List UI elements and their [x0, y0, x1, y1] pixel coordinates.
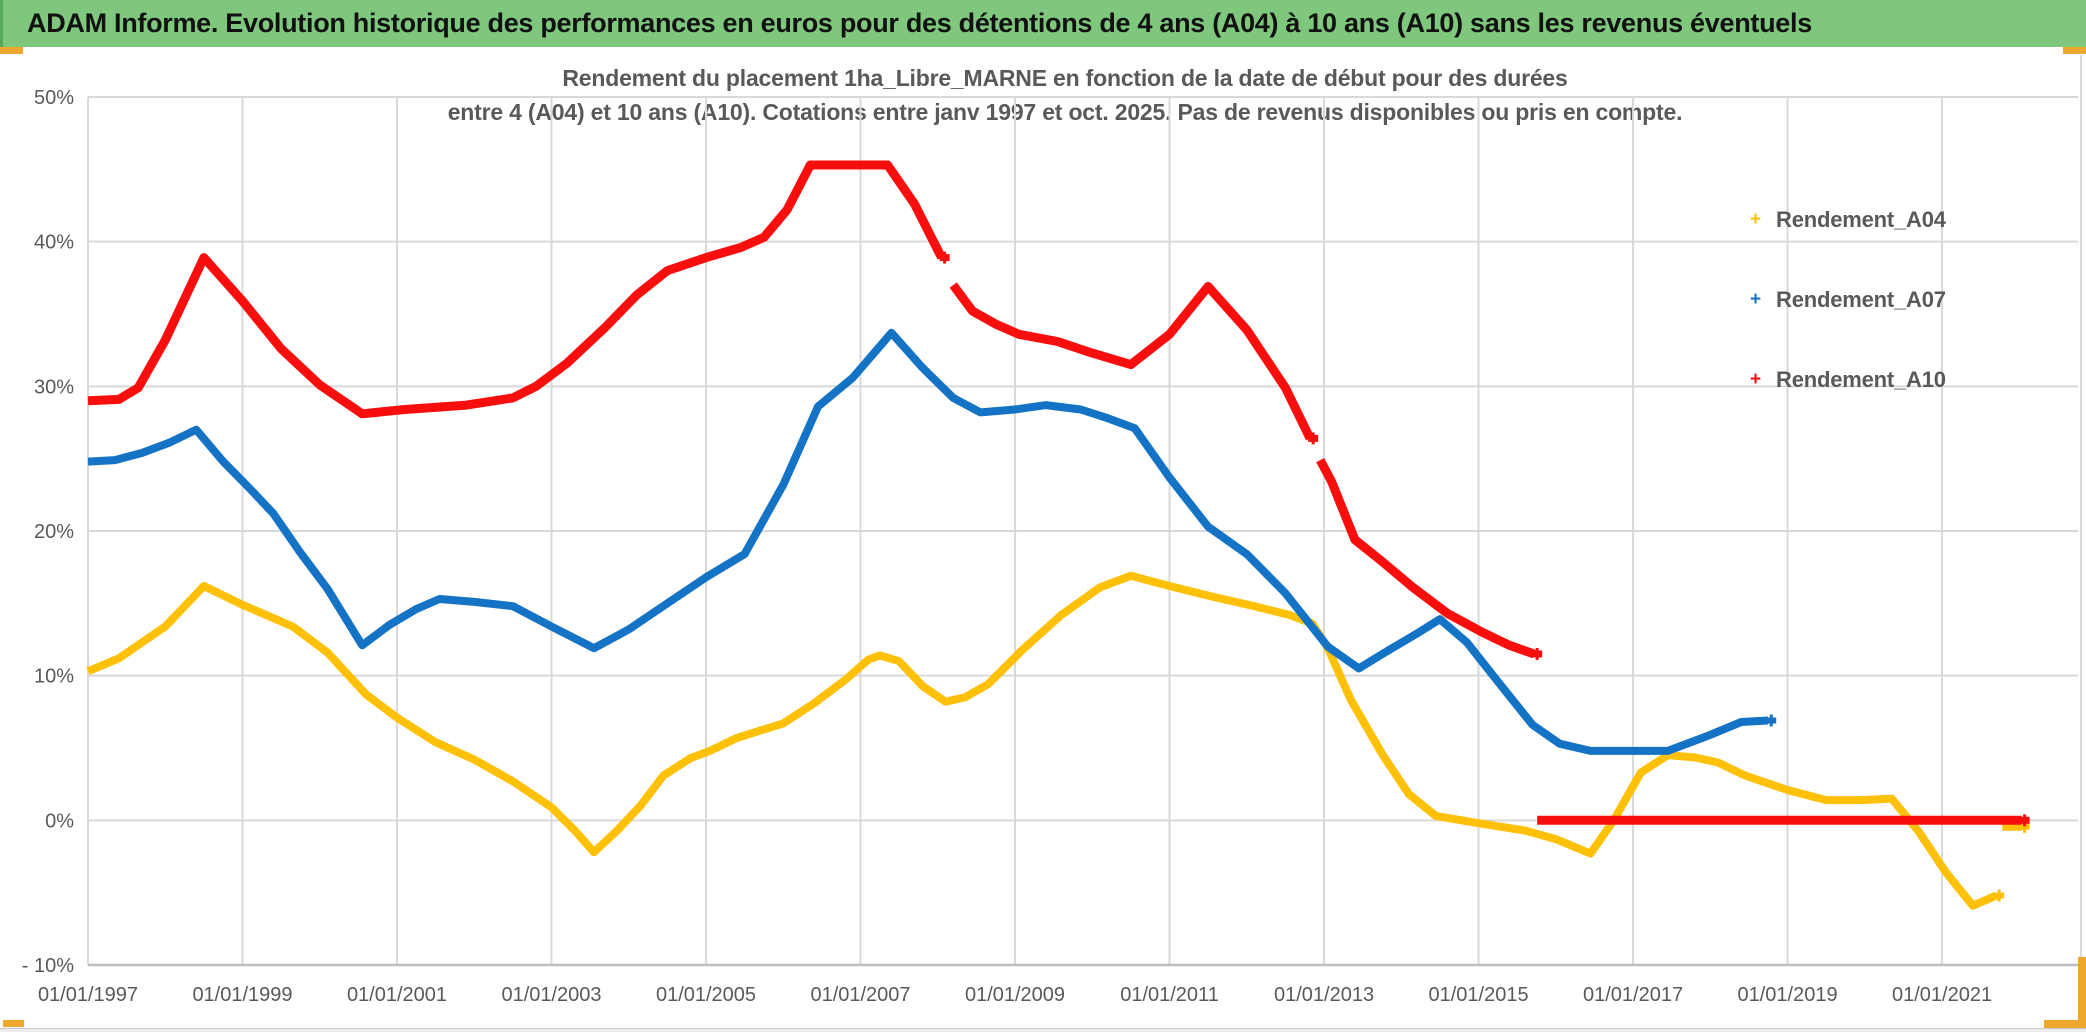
header-band: ADAM Informe. Evolution historique des p…	[0, 0, 2086, 47]
x-axis-tick-label: 01/01/1997	[38, 984, 138, 1006]
series-line-rendement_a10[interactable]	[949, 282, 1315, 441]
series-line-rendement_a07[interactable]	[87, 328, 1769, 755]
y-axis-tick-label: 30%	[34, 376, 74, 398]
x-axis-tick-label: 01/01/2019	[1737, 984, 1837, 1006]
accent-bar-bottom-right-vertical	[2078, 957, 2086, 1027]
legend-label-a07: Rendement_A07	[1776, 287, 1946, 312]
a10-plus-marker-icon: +	[1750, 369, 1762, 390]
series-line-rendement_a10[interactable]	[87, 160, 946, 419]
page-title: ADAM Informe. Evolution historique des p…	[27, 8, 1812, 38]
y-axis-tick-label: - 10%	[22, 955, 74, 977]
accent-bar-top-left	[0, 47, 23, 54]
y-axis-tick-label: 40%	[34, 232, 74, 254]
series-line-rendement_a10[interactable]	[1316, 457, 1536, 659]
legend-item-a04[interactable]: + Rendement_A04	[1750, 205, 2050, 235]
a04-plus-marker-icon: +	[1750, 209, 1762, 230]
x-axis-tick-label: 01/01/2011	[1120, 984, 1219, 1006]
x-axis-tick-label: 01/01/2001	[347, 984, 447, 1006]
y-axis-tick-label: 0%	[45, 810, 74, 832]
accent-bar-bottom-left	[3, 1020, 24, 1027]
x-axis-tick-label: 01/01/2007	[810, 984, 910, 1006]
legend: + Rendement_A04 + Rendement_A07 + Rendem…	[1750, 205, 2050, 445]
series-line-rendement_a04[interactable]	[86, 571, 1998, 910]
x-axis-tick-label: 01/01/2003	[501, 984, 601, 1006]
y-axis-tick-label: 50%	[34, 87, 74, 109]
x-axis-tick-label: 01/01/1999	[192, 984, 292, 1006]
x-axis-tick-label: 01/01/2015	[1428, 984, 1528, 1006]
x-axis-tick-label: 01/01/2005	[656, 984, 756, 1006]
x-axis-tick-label: 01/01/2009	[965, 984, 1065, 1006]
legend-item-a10[interactable]: + Rendement_A10	[1750, 365, 2050, 395]
legend-item-a07[interactable]: + Rendement_A07	[1750, 285, 2050, 315]
a07-plus-marker-icon: +	[1750, 289, 1762, 310]
accent-bar-top-right	[2063, 47, 2086, 54]
accent-bar-bottom-right-horizontal	[2044, 1020, 2086, 1028]
chart-title-line1: Rendement du placement 1ha_Libre_MARNE e…	[562, 65, 1568, 91]
x-axis-tick-label: 01/01/2017	[1583, 984, 1683, 1006]
legend-label-a04: Rendement_A04	[1776, 207, 1946, 232]
x-axis-tick-label: 01/01/2021	[1892, 984, 1992, 1006]
y-axis-tick-label: 10%	[34, 666, 74, 688]
y-axis-tick-label: 20%	[34, 521, 74, 543]
bottom-divider	[0, 1028, 2086, 1032]
chart-title-line2: entre 4 (A04) et 10 ans (A10). Cotations…	[447, 99, 1683, 125]
legend-label-a10: Rendement_A10	[1776, 367, 1946, 392]
x-axis-tick-label: 01/01/2013	[1274, 984, 1374, 1006]
chart-title: Rendement du placement 1ha_Libre_MARNE e…	[90, 61, 2040, 129]
